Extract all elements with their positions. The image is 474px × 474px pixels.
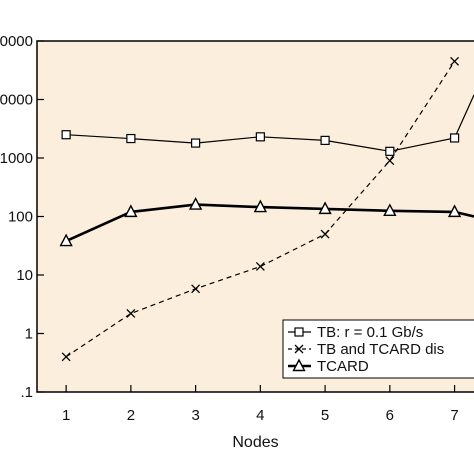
x-marker [450, 56, 460, 66]
x-marker [294, 344, 304, 354]
x-tick-label: 5 [321, 407, 329, 424]
x-axis-title: Nodes [232, 434, 278, 451]
y-tick-label: 10 [16, 267, 33, 284]
x-tick-label: 3 [191, 407, 199, 424]
x-tick-label: 7 [450, 407, 458, 424]
series-line-3 [65, 203, 474, 243]
series-line-1 [66, 94, 474, 152]
square-marker [61, 130, 71, 140]
square-marker [255, 132, 265, 142]
x-marker [61, 352, 71, 362]
legend-box [282, 319, 474, 379]
x-marker [191, 284, 201, 294]
x-axis: 1 2 3 4 5 6 7 [62, 385, 459, 424]
square-marker [320, 135, 330, 145]
triangle-marker [447, 204, 462, 218]
square-marker [294, 327, 304, 337]
x-marker [320, 229, 330, 239]
triangle-marker [318, 201, 332, 215]
square-marker [449, 133, 460, 143]
series-lines [65, 60, 474, 358]
legend-label: TB: r = 0.1 Gb/s [317, 324, 423, 341]
x-tick-label: 4 [256, 407, 264, 424]
x-tick-label: 6 [386, 407, 394, 424]
x-tick-label: 2 [127, 407, 135, 424]
y-tick-label: 1 [25, 326, 33, 343]
y-tick-label: 1000 [0, 150, 33, 167]
triangle-marker [253, 199, 268, 213]
x-tick-label: 1 [62, 407, 70, 424]
x-marker [255, 261, 265, 271]
triangle-marker [383, 203, 397, 217]
square-marker [126, 133, 136, 144]
legend-label: TCARD [317, 358, 369, 375]
square-marker [385, 146, 395, 156]
triangle-marker [188, 197, 203, 210]
triangle-marker [292, 358, 306, 372]
triangle-marker [124, 204, 138, 218]
x-marker [385, 156, 395, 166]
plot-border [36, 40, 474, 393]
x-marker [126, 309, 136, 318]
y-tick-label: 100 [8, 209, 33, 226]
triangle-marker [59, 233, 73, 247]
series-markers [59, 56, 462, 362]
legend-label: TB and TCARD dis [317, 341, 444, 358]
y-tick-label: .1 [20, 384, 33, 401]
square-marker [191, 138, 201, 148]
